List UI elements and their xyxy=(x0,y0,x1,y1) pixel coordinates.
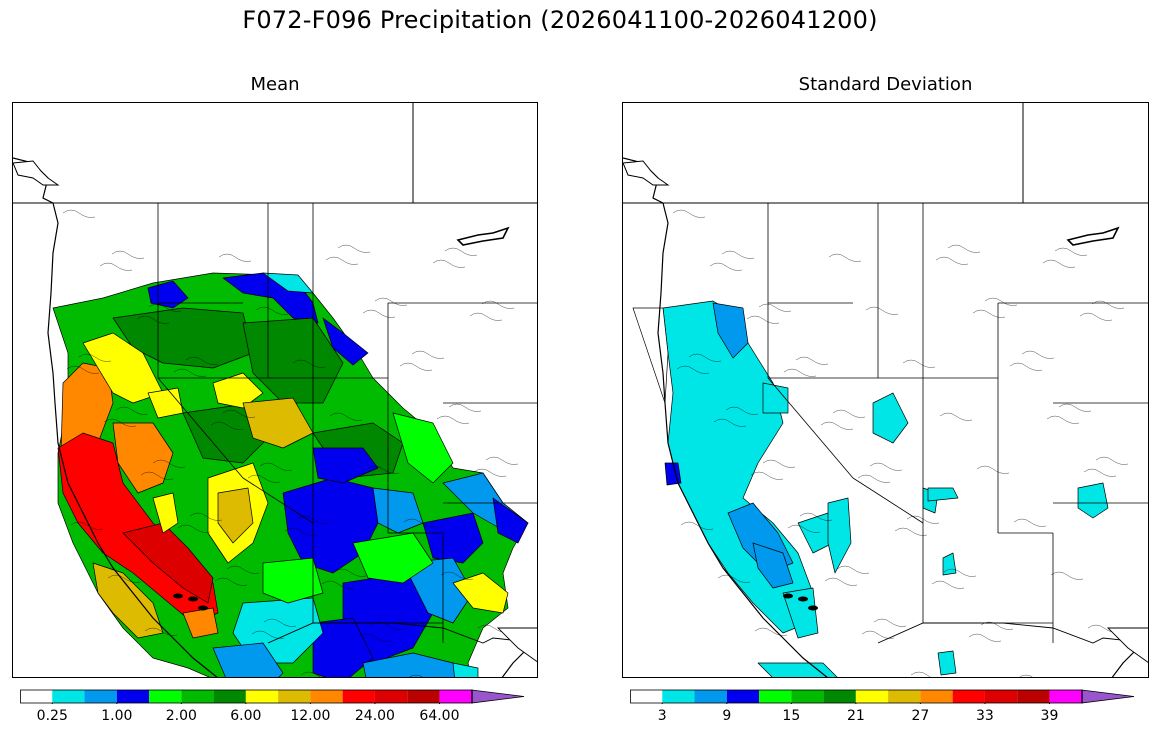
mean-basin xyxy=(422,512,484,564)
stddev-colorbar-swatch xyxy=(630,690,663,703)
stddev-colorbar-tick-label: 3 xyxy=(657,708,667,724)
mean-colorbar-swatch xyxy=(181,690,214,703)
mean-colorbar-tick-label: 24.00 xyxy=(354,708,395,724)
stddev-panel-title: Standard Deviation xyxy=(798,74,973,95)
mean-colorbar-swatch xyxy=(407,690,440,703)
stddev-basin xyxy=(752,542,794,589)
stddev-colorbar-swatch xyxy=(920,690,953,703)
stddev-colorbar-svg xyxy=(630,689,1135,704)
stddev-basin xyxy=(937,650,957,676)
mean-basin xyxy=(152,492,179,534)
stddev-basin xyxy=(1077,482,1109,519)
mean-colorbar-swatch xyxy=(374,690,408,703)
stddev-colorbar-swatch xyxy=(984,690,1018,703)
mean-basin xyxy=(452,572,509,614)
mean-colorbar-swatch xyxy=(116,690,150,703)
mean-colorbar-tick-label: 64.00 xyxy=(419,708,460,724)
stddev-colorbar-tick-label: 21 xyxy=(846,708,865,724)
stddev-precipitation-map xyxy=(622,102,1149,678)
mean-basin xyxy=(242,397,314,449)
stddev-basin xyxy=(762,382,789,414)
stddev-colorbar: 3 9 15 21 27 33 39 xyxy=(630,689,1140,729)
stddev-colorbar-tick-label: 33 xyxy=(976,708,994,724)
mean-basin xyxy=(492,497,529,544)
stddev-basin xyxy=(827,497,852,574)
mean-basin xyxy=(262,557,324,604)
stddev-map-svg xyxy=(623,103,1148,677)
mean-basin xyxy=(452,662,479,677)
stddev-colorbar-tick-label: 9 xyxy=(722,708,732,724)
mean-precipitation-map xyxy=(12,102,538,678)
stddev-basin xyxy=(927,487,959,502)
mean-colorbar-swatch xyxy=(439,690,472,703)
mean-colorbar-tick-label: 2.00 xyxy=(165,708,197,724)
stddev-colorbar-swatch xyxy=(759,690,792,703)
mean-basin xyxy=(392,412,454,484)
mean-basin xyxy=(217,487,254,544)
stddev-colorbar-tick-label: 15 xyxy=(782,708,801,724)
stddev-colorbar-extend-arrow xyxy=(1081,689,1135,704)
mean-basin xyxy=(322,317,369,366)
mean-colorbar-svg xyxy=(20,689,525,704)
stddev-basin xyxy=(632,307,669,404)
stddev-colorbar-tick-label: 39 xyxy=(1040,708,1059,724)
stddev-colorbar-swatch xyxy=(726,690,760,703)
mean-colorbar-swatch xyxy=(149,690,182,703)
mean-colorbar-swatch xyxy=(84,690,117,703)
mean-basin xyxy=(312,617,374,677)
stddev-basin xyxy=(712,302,749,359)
mean-colorbar-swatch xyxy=(20,690,53,703)
stddev-colorbar-swatch xyxy=(1017,690,1050,703)
mean-colorbar-swatch xyxy=(52,690,85,703)
stddev-basin xyxy=(872,392,909,444)
stddev-basin xyxy=(757,662,838,677)
figure-title: F072-F096 Precipitation (2026041100-2026… xyxy=(242,6,878,34)
mean-basin xyxy=(362,652,461,677)
stddev-colorbar-tick-label: 27 xyxy=(911,708,930,724)
mean-colorbar: 0.25 1.00 2.00 6.00 12.00 24.00 64.00 xyxy=(20,689,530,729)
stddev-colorbar-swatch xyxy=(888,690,921,703)
stddev-basin xyxy=(942,552,957,576)
mean-colorbar-swatch xyxy=(245,690,279,703)
mean-basin xyxy=(92,562,164,639)
stddev-colorbar-swatch xyxy=(662,690,695,703)
mean-colorbar-swatch xyxy=(213,690,246,703)
mean-colorbar-swatch xyxy=(342,690,375,703)
mean-basin xyxy=(212,372,264,409)
mean-panel-title: Mean xyxy=(250,74,300,95)
stddev-colorbar-swatch xyxy=(791,690,824,703)
stddev-basin xyxy=(664,462,682,486)
mean-basin xyxy=(212,642,284,677)
mean-colorbar-tick-label: 1.00 xyxy=(101,708,133,724)
mean-colorbar-tick-label: 6.00 xyxy=(230,708,262,724)
stddev-colorbar-swatch xyxy=(694,690,727,703)
mean-colorbar-tick-label: 0.25 xyxy=(36,708,68,724)
mean-basin xyxy=(312,447,379,484)
stddev-colorbar-swatch xyxy=(855,690,889,703)
stddev-colorbar-swatch xyxy=(1049,690,1082,703)
mean-colorbar-swatch xyxy=(310,690,343,703)
stddev-colorbar-swatch xyxy=(823,690,856,703)
mean-basin xyxy=(372,487,424,534)
stddev-colorbar-swatch xyxy=(952,690,985,703)
mean-colorbar-tick-label: 12.00 xyxy=(290,708,331,724)
stddev-basin xyxy=(782,587,819,639)
mean-map-svg xyxy=(13,103,537,677)
mean-basin xyxy=(352,532,434,584)
mean-colorbar-extend-arrow xyxy=(471,689,525,704)
mean-colorbar-swatch xyxy=(278,690,311,703)
